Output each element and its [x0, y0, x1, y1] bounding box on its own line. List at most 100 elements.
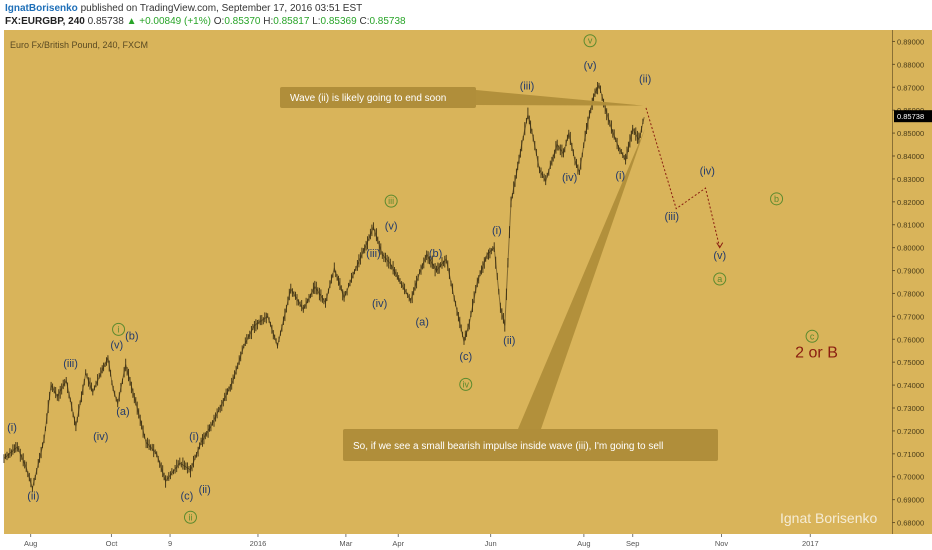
- wave-label: (iii): [664, 211, 679, 223]
- y-tick-label: 0.85000: [897, 129, 924, 138]
- wave-label: (a): [416, 317, 429, 329]
- y-tick-label: 0.75000: [897, 358, 924, 367]
- wave-label: (iv): [93, 431, 108, 443]
- last-price: 0.85738: [87, 16, 124, 27]
- x-tick-label: Sep: [626, 539, 639, 548]
- wave-degree-label: iv: [463, 379, 470, 389]
- open-value: 0.85370: [224, 16, 261, 27]
- price-chart[interactable]: 0.890000.880000.870000.860000.850000.840…: [0, 30, 932, 550]
- wave-degree-circle: [770, 192, 784, 206]
- wave-degree-label: v: [588, 36, 593, 46]
- wave-label: (v): [110, 339, 123, 351]
- x-tick-label: 2016: [250, 539, 267, 548]
- y-tick-label: 0.79000: [897, 267, 924, 276]
- wave-scenario-label: 2 or B: [795, 345, 838, 362]
- wave-degree-label: a: [717, 274, 722, 284]
- y-tick-label: 0.88000: [897, 60, 924, 69]
- wave-degree-circle: [183, 510, 197, 524]
- wave-degree-circle: [384, 194, 398, 208]
- x-tick-label: Jun: [485, 539, 497, 548]
- wave-degree-circle: [713, 272, 727, 286]
- publish-line: IgnatBorisenko published on TradingView.…: [5, 3, 362, 14]
- y-tick-label: 0.74000: [897, 381, 924, 390]
- wave-label: (b): [429, 248, 442, 260]
- watermark-text: Ignat Borisenko: [780, 510, 877, 526]
- annotation-box[interactable]: [280, 87, 476, 108]
- wave-degree-circle: [459, 377, 473, 391]
- wave-label: (i): [189, 431, 199, 443]
- y-tick-label: 0.89000: [897, 37, 924, 46]
- wave-label: (iv): [562, 172, 577, 184]
- annotation-text: Wave (ii) is likely going to end soon: [290, 93, 446, 104]
- x-tick-label: Aug: [577, 539, 590, 548]
- y-tick-label: 0.77000: [897, 312, 924, 321]
- wave-label: (ii): [503, 335, 515, 347]
- wave-label: (iii): [366, 248, 381, 260]
- y-tick-label: 0.72000: [897, 427, 924, 436]
- wave-scenario-label: 1 or A: [574, 30, 616, 32]
- published-text: published on TradingView.com, September …: [80, 3, 363, 14]
- last-price-tag-label: 0.85738: [897, 112, 924, 121]
- last-price-tag: [894, 110, 932, 123]
- y-tick-label: 0.84000: [897, 152, 924, 161]
- time-axis-area[interactable]: [0, 534, 932, 550]
- y-tick-label: 0.78000: [897, 289, 924, 298]
- header-bar: IgnatBorisenko published on TradingView.…: [0, 0, 932, 30]
- x-tick-label: Apr: [392, 539, 404, 548]
- quote-line: FX:EURGBP, 240 0.85738 ▲ +0.00849 (+1%) …: [5, 16, 406, 27]
- annotation-box[interactable]: [343, 429, 718, 461]
- symbol-label[interactable]: FX:EURGBP, 240: [5, 16, 85, 27]
- wave-label: (c): [181, 491, 194, 503]
- wave-label: (c): [459, 351, 472, 363]
- callout-pointer: [518, 128, 646, 429]
- open-label: O:: [213, 16, 225, 27]
- callout-pointer: [476, 90, 644, 106]
- y-tick-label: 0.81000: [897, 221, 924, 230]
- close-value: 0.85738: [369, 16, 406, 27]
- annotation-text: So, if we see a small bearish impulse in…: [353, 441, 663, 452]
- wave-degree-label: c: [810, 331, 815, 341]
- wave-label: (b): [125, 330, 138, 342]
- high-value: 0.85817: [273, 16, 310, 27]
- wave-degree-circle: [583, 34, 597, 48]
- wave-label: (i): [615, 170, 625, 182]
- y-tick-label: 0.83000: [897, 175, 924, 184]
- wave-label: (iv): [700, 165, 715, 177]
- author-name[interactable]: IgnatBorisenko: [5, 3, 78, 14]
- y-tick-label: 0.71000: [897, 450, 924, 459]
- close-label: C:: [359, 16, 370, 27]
- wave-degree-circle: [805, 329, 819, 343]
- wave-label: (v): [385, 220, 398, 232]
- y-tick-label: 0.87000: [897, 83, 924, 92]
- forecast-arrowhead: [716, 242, 724, 249]
- wave-degree-label: ii: [188, 512, 192, 522]
- y-tick-label: 0.82000: [897, 198, 924, 207]
- wave-degree-label: iii: [388, 196, 394, 206]
- x-tick-label: Nov: [715, 539, 729, 548]
- price-change: +0.00849 (+1%): [139, 16, 211, 27]
- y-tick-label: 0.73000: [897, 404, 924, 413]
- wave-label: (a): [116, 406, 129, 418]
- x-tick-label: Oct: [106, 539, 119, 548]
- forecast-path: [645, 107, 721, 248]
- wave-label: (iv): [372, 298, 387, 310]
- y-tick-label: 0.68000: [897, 519, 924, 528]
- high-label: H:: [263, 16, 274, 27]
- wave-label: (iii): [520, 81, 535, 93]
- up-arrow-icon: ▲: [126, 16, 137, 27]
- wave-degree-circle: [112, 322, 126, 336]
- low-label: L:: [312, 16, 321, 27]
- x-tick-label: 9: [168, 539, 172, 548]
- wave-degree-label: i: [118, 324, 120, 334]
- y-tick-label: 0.70000: [897, 473, 924, 482]
- wave-label: (i): [7, 422, 17, 434]
- wave-label: (ii): [199, 484, 211, 496]
- x-tick-label: Aug: [24, 539, 37, 548]
- wave-label: (v): [584, 60, 597, 72]
- x-tick-label: Mar: [339, 539, 352, 548]
- y-tick-label: 0.80000: [897, 244, 924, 253]
- wave-label: (ii): [27, 491, 39, 503]
- x-tick-label: 2017: [802, 539, 819, 548]
- wave-label: (v): [713, 250, 726, 262]
